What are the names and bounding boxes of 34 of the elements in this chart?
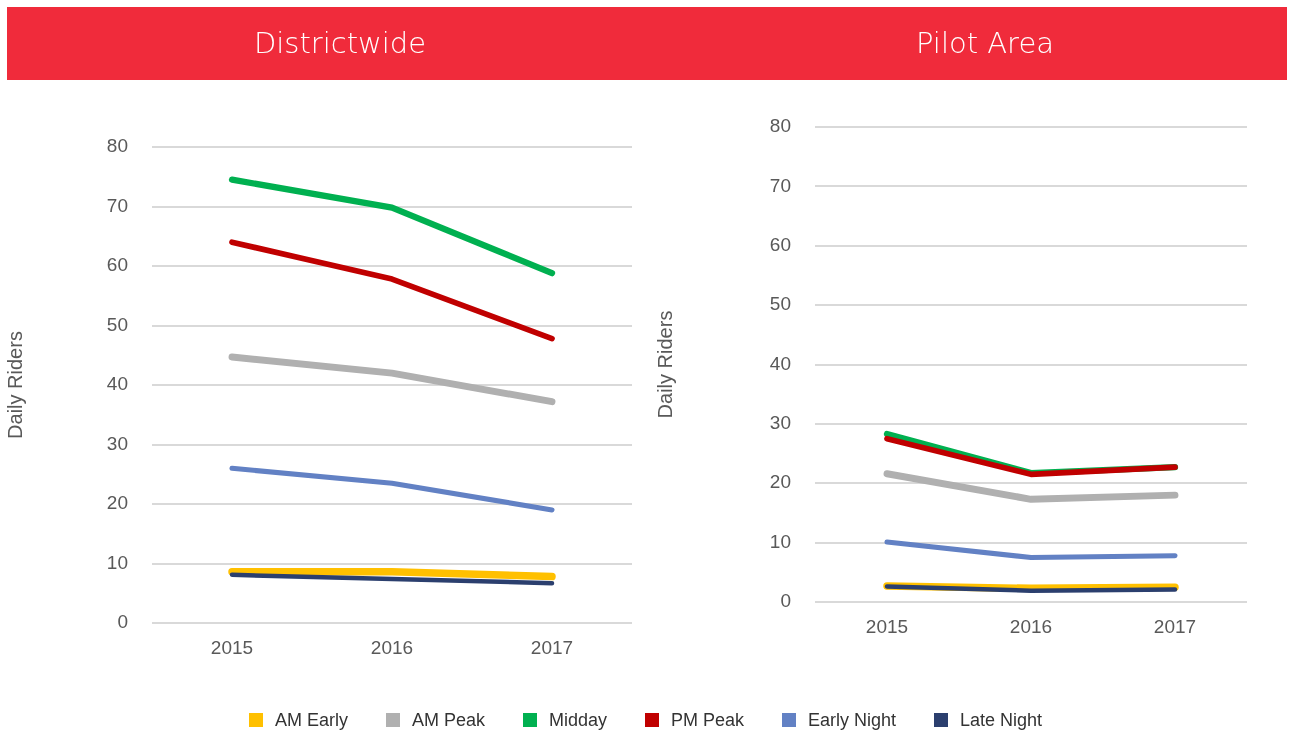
legend-label: Midday [547, 710, 607, 731]
y-tick-label: 60 [769, 233, 791, 255]
y-tick-label: 60 [106, 254, 128, 276]
chart-title: Pilot Area [914, 25, 1055, 62]
y-axis-title: Daily Riders [653, 310, 676, 419]
y-tick-label: 50 [106, 313, 128, 335]
legend-label: AM Early [273, 710, 348, 731]
x-tick-label: 2017 [530, 636, 574, 658]
y-tick-label: 10 [769, 530, 791, 552]
chart-title: Districtwide [252, 25, 428, 62]
y-tick-label: 0 [780, 590, 791, 612]
y-tick-label: 40 [106, 373, 128, 395]
legend-label: Late Night [959, 710, 1043, 731]
x-tick-label: 2016 [370, 636, 414, 658]
y-axis-title: Daily Riders [3, 331, 26, 439]
legend-label: PM Peak [669, 710, 744, 731]
y-tick-label: 30 [106, 432, 128, 454]
x-tick-label: 2015 [210, 636, 254, 658]
y-tick-label: 80 [769, 115, 791, 137]
y-tick-label: 70 [106, 194, 128, 216]
y-tick-label: 50 [769, 293, 791, 315]
x-tick-label: 2015 [865, 615, 909, 637]
y-tick-label: 20 [769, 471, 791, 493]
y-tick-label: 0 [117, 611, 128, 633]
y-tick-label: 10 [106, 551, 128, 573]
y-tick-label: 40 [769, 352, 791, 374]
legend-label: Early Night [807, 710, 897, 731]
legend-label: AM Peak [410, 710, 485, 731]
y-tick-label: 70 [769, 174, 791, 196]
y-tick-label: 80 [106, 135, 128, 157]
x-tick-label: 2017 [1153, 615, 1197, 637]
y-tick-label: 20 [106, 492, 128, 514]
x-tick-label: 2016 [1009, 615, 1053, 637]
y-tick-label: 30 [769, 412, 791, 434]
